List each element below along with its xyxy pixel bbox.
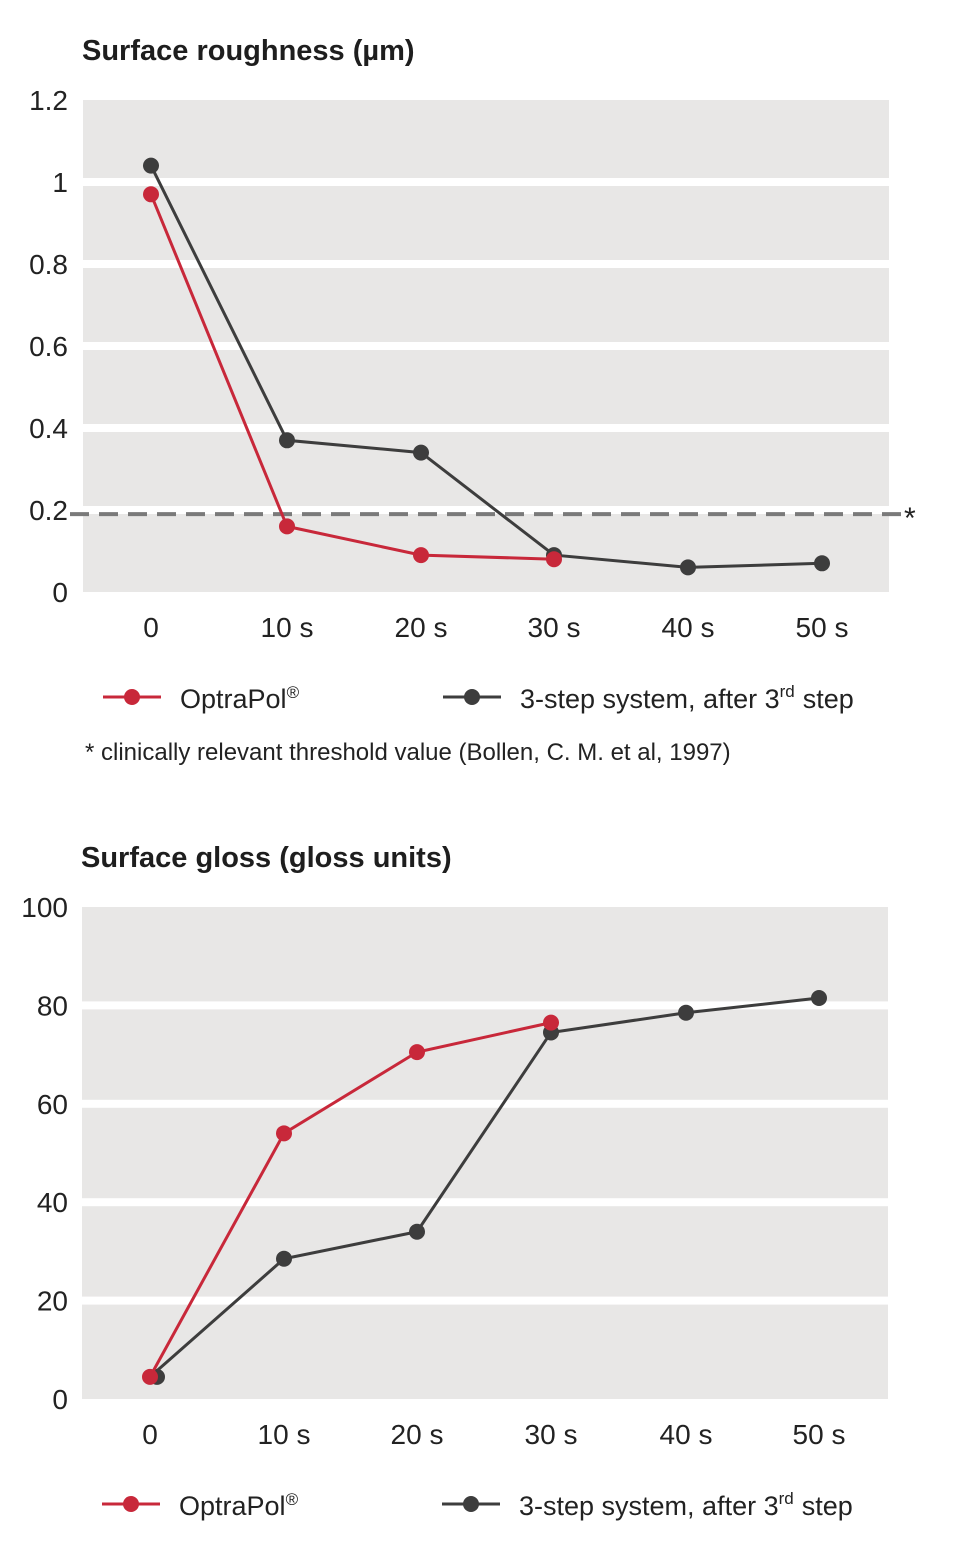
legend-label: 3-step system, after 3rd step [519, 1489, 853, 1521]
legend-swatch-dot [123, 1496, 139, 1512]
series-optrapol [143, 186, 562, 568]
legend-swatch-dot [463, 1496, 479, 1512]
y-tick-label: 20 [37, 1286, 68, 1317]
legend-mark: ® [287, 683, 300, 702]
legend-name: OptraPol [180, 684, 287, 714]
x-tick-label: 50 s [796, 612, 849, 643]
data-point [680, 559, 696, 576]
data-point [143, 157, 159, 174]
x-tick-label: 40 s [662, 612, 715, 643]
data-point [814, 555, 830, 572]
y-tick-label: 1 [52, 167, 68, 198]
x-tick-label: 20 s [391, 1419, 444, 1450]
grid-band [83, 432, 889, 506]
data-point [409, 1044, 425, 1061]
y-tick-label: 80 [37, 990, 68, 1021]
data-point [678, 1004, 694, 1021]
legend-name: OptraPol [179, 1491, 286, 1521]
x-tick-label: 0 [143, 612, 159, 643]
series-line [148, 1021, 552, 1378]
data-point [409, 1223, 425, 1240]
chart-title: Surface gloss (gloss units) [81, 842, 452, 874]
grid-band [82, 907, 888, 1002]
data-point [276, 1250, 292, 1267]
x-tick-label: 30 s [525, 1419, 578, 1450]
y-tick-label: 0.8 [29, 249, 68, 280]
grid-band [83, 514, 889, 592]
legend: OptraPol® 3-step system, after 3rd step [102, 1489, 853, 1521]
x-tick-label: 30 s [528, 612, 581, 643]
grid-band [83, 186, 889, 260]
x-tick-label: 0 [142, 1419, 158, 1450]
x-tick-label: 20 s [395, 612, 448, 643]
legend-item: OptraPol® [102, 1490, 299, 1521]
series-three-step [143, 157, 830, 576]
data-point [143, 186, 159, 203]
legend-item: 3-step system, after 3rd step [442, 1489, 853, 1521]
legend-mark: ® [286, 1490, 299, 1509]
y-tick-label: 0.6 [29, 331, 68, 362]
y-tick-label: 100 [21, 892, 68, 923]
data-point [279, 432, 295, 449]
data-point [413, 547, 429, 564]
legend-superscript: rd [780, 682, 795, 701]
legend-superscript: rd [779, 1489, 794, 1508]
legend-swatch-dot [464, 689, 480, 705]
grid-band [83, 350, 889, 424]
series-optrapol [142, 1014, 559, 1385]
x-tick-label: 10 s [261, 612, 314, 643]
series-line [149, 164, 823, 569]
x-tick-label: 40 s [660, 1419, 713, 1450]
y-tick-label: 0 [52, 577, 68, 608]
chart-title: Surface roughness (µm) [82, 35, 415, 67]
y-tick-label: 0.2 [29, 495, 68, 526]
legend: OptraPol® 3-step system, after 3rd step [103, 682, 854, 714]
footnote: * clinically relevant threshold value (B… [85, 739, 731, 766]
y-tick-label: 40 [37, 1187, 68, 1218]
legend-label: OptraPol® [179, 1490, 299, 1521]
legend-label: OptraPol® [180, 683, 300, 714]
legend-suffix: step [803, 684, 854, 714]
data-point [142, 1368, 158, 1385]
gloss-chart: Surface gloss (gloss units) 0 20 40 60 80 100 0… [21, 842, 888, 1521]
legend-item: 3-step system, after 3rd step [443, 682, 854, 714]
threshold-marker: * [904, 502, 916, 535]
legend-label: 3-step system, after 3rd step [520, 682, 854, 714]
y-tick-label: 0 [52, 1384, 68, 1415]
x-tick-label: 10 s [258, 1419, 311, 1450]
x-tick-label: 50 s [793, 1419, 846, 1450]
data-point [413, 444, 429, 461]
y-tick-label: 0.4 [29, 413, 68, 444]
data-point [543, 1014, 559, 1031]
roughness-chart: Surface roughness (µm) 0 0.2 0.4 0.6 0.8 1 1.2 0… [29, 35, 916, 766]
legend-name: 3-step system, after 3 [519, 1491, 779, 1521]
series-line [149, 193, 555, 561]
grid-band [83, 268, 889, 342]
legend-suffix: step [802, 1491, 853, 1521]
legend-item: OptraPol® [103, 683, 300, 714]
legend-swatch-dot [124, 689, 140, 705]
y-tick-label: 1.2 [29, 85, 68, 116]
data-point [279, 518, 295, 535]
grid-band [82, 1107, 888, 1199]
data-point [276, 1125, 292, 1142]
series-line [149, 996, 820, 1378]
grid-band [83, 100, 889, 178]
grid-band [82, 1304, 888, 1399]
legend-name: 3-step system, after 3 [520, 684, 780, 714]
y-tick-label: 60 [37, 1089, 68, 1120]
grid-band [82, 1009, 888, 1100]
data-point [811, 990, 827, 1007]
data-point [546, 551, 562, 568]
grid-band [82, 1206, 888, 1297]
